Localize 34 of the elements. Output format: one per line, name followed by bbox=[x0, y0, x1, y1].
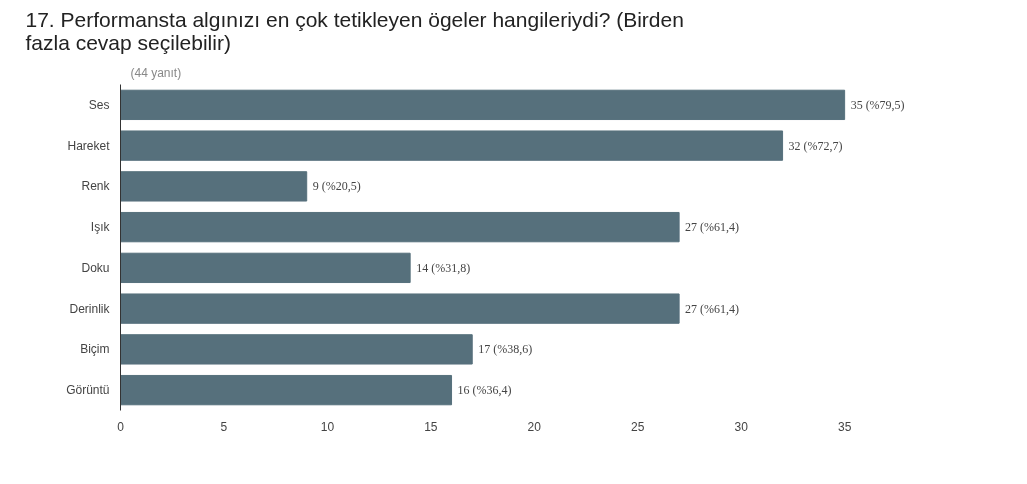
chart-subtitle: (44 yanıt) bbox=[130, 65, 182, 80]
data-label: 35 (%79,5) bbox=[850, 97, 905, 112]
data-label: 14 (%31,8) bbox=[416, 260, 471, 275]
y-tick-label: Hareket bbox=[67, 138, 111, 153]
x-tick-label: 30 bbox=[734, 419, 749, 434]
y-tick-label: Görüntü bbox=[66, 383, 110, 398]
bar bbox=[120, 171, 308, 202]
bar bbox=[120, 252, 411, 284]
y-tick-label: Biçim bbox=[80, 342, 110, 357]
data-label: 17 (%38,6) bbox=[478, 342, 533, 357]
x-tick-label: 25 bbox=[631, 419, 645, 434]
y-tick-label: Işık bbox=[90, 220, 111, 235]
bar bbox=[120, 89, 846, 121]
bar bbox=[120, 374, 453, 406]
x-tick-label: 10 bbox=[320, 419, 335, 434]
x-tick-label: 5 bbox=[220, 419, 228, 434]
x-tick-label: 20 bbox=[527, 419, 542, 434]
data-label: 32 (%72,7) bbox=[788, 138, 843, 153]
y-tick-label: Renk bbox=[81, 179, 111, 194]
chart-title: 17. Performansta algınızı en çok tetikleyen ögeler hangileriydi? (Birden fazla cevap seçilebilir) bbox=[25, 7, 684, 54]
y-tick-label: Derinlik bbox=[69, 301, 111, 316]
data-label: 27 (%61,4) bbox=[685, 220, 740, 235]
bar bbox=[120, 130, 784, 161]
y-tick-label: Ses bbox=[88, 97, 110, 112]
x-tick-label: 35 bbox=[837, 419, 852, 434]
data-label: 27 (%61,4) bbox=[685, 301, 740, 316]
x-tick-label: 0 bbox=[117, 419, 125, 434]
y-tick-label: Doku bbox=[81, 260, 110, 275]
bar bbox=[120, 293, 680, 324]
data-label: 9 (%20,5) bbox=[312, 179, 361, 194]
x-tick-label: 15 bbox=[424, 419, 438, 434]
bar bbox=[120, 211, 680, 243]
bar bbox=[120, 334, 473, 365]
data-label: 16 (%36,4) bbox=[457, 383, 512, 398]
